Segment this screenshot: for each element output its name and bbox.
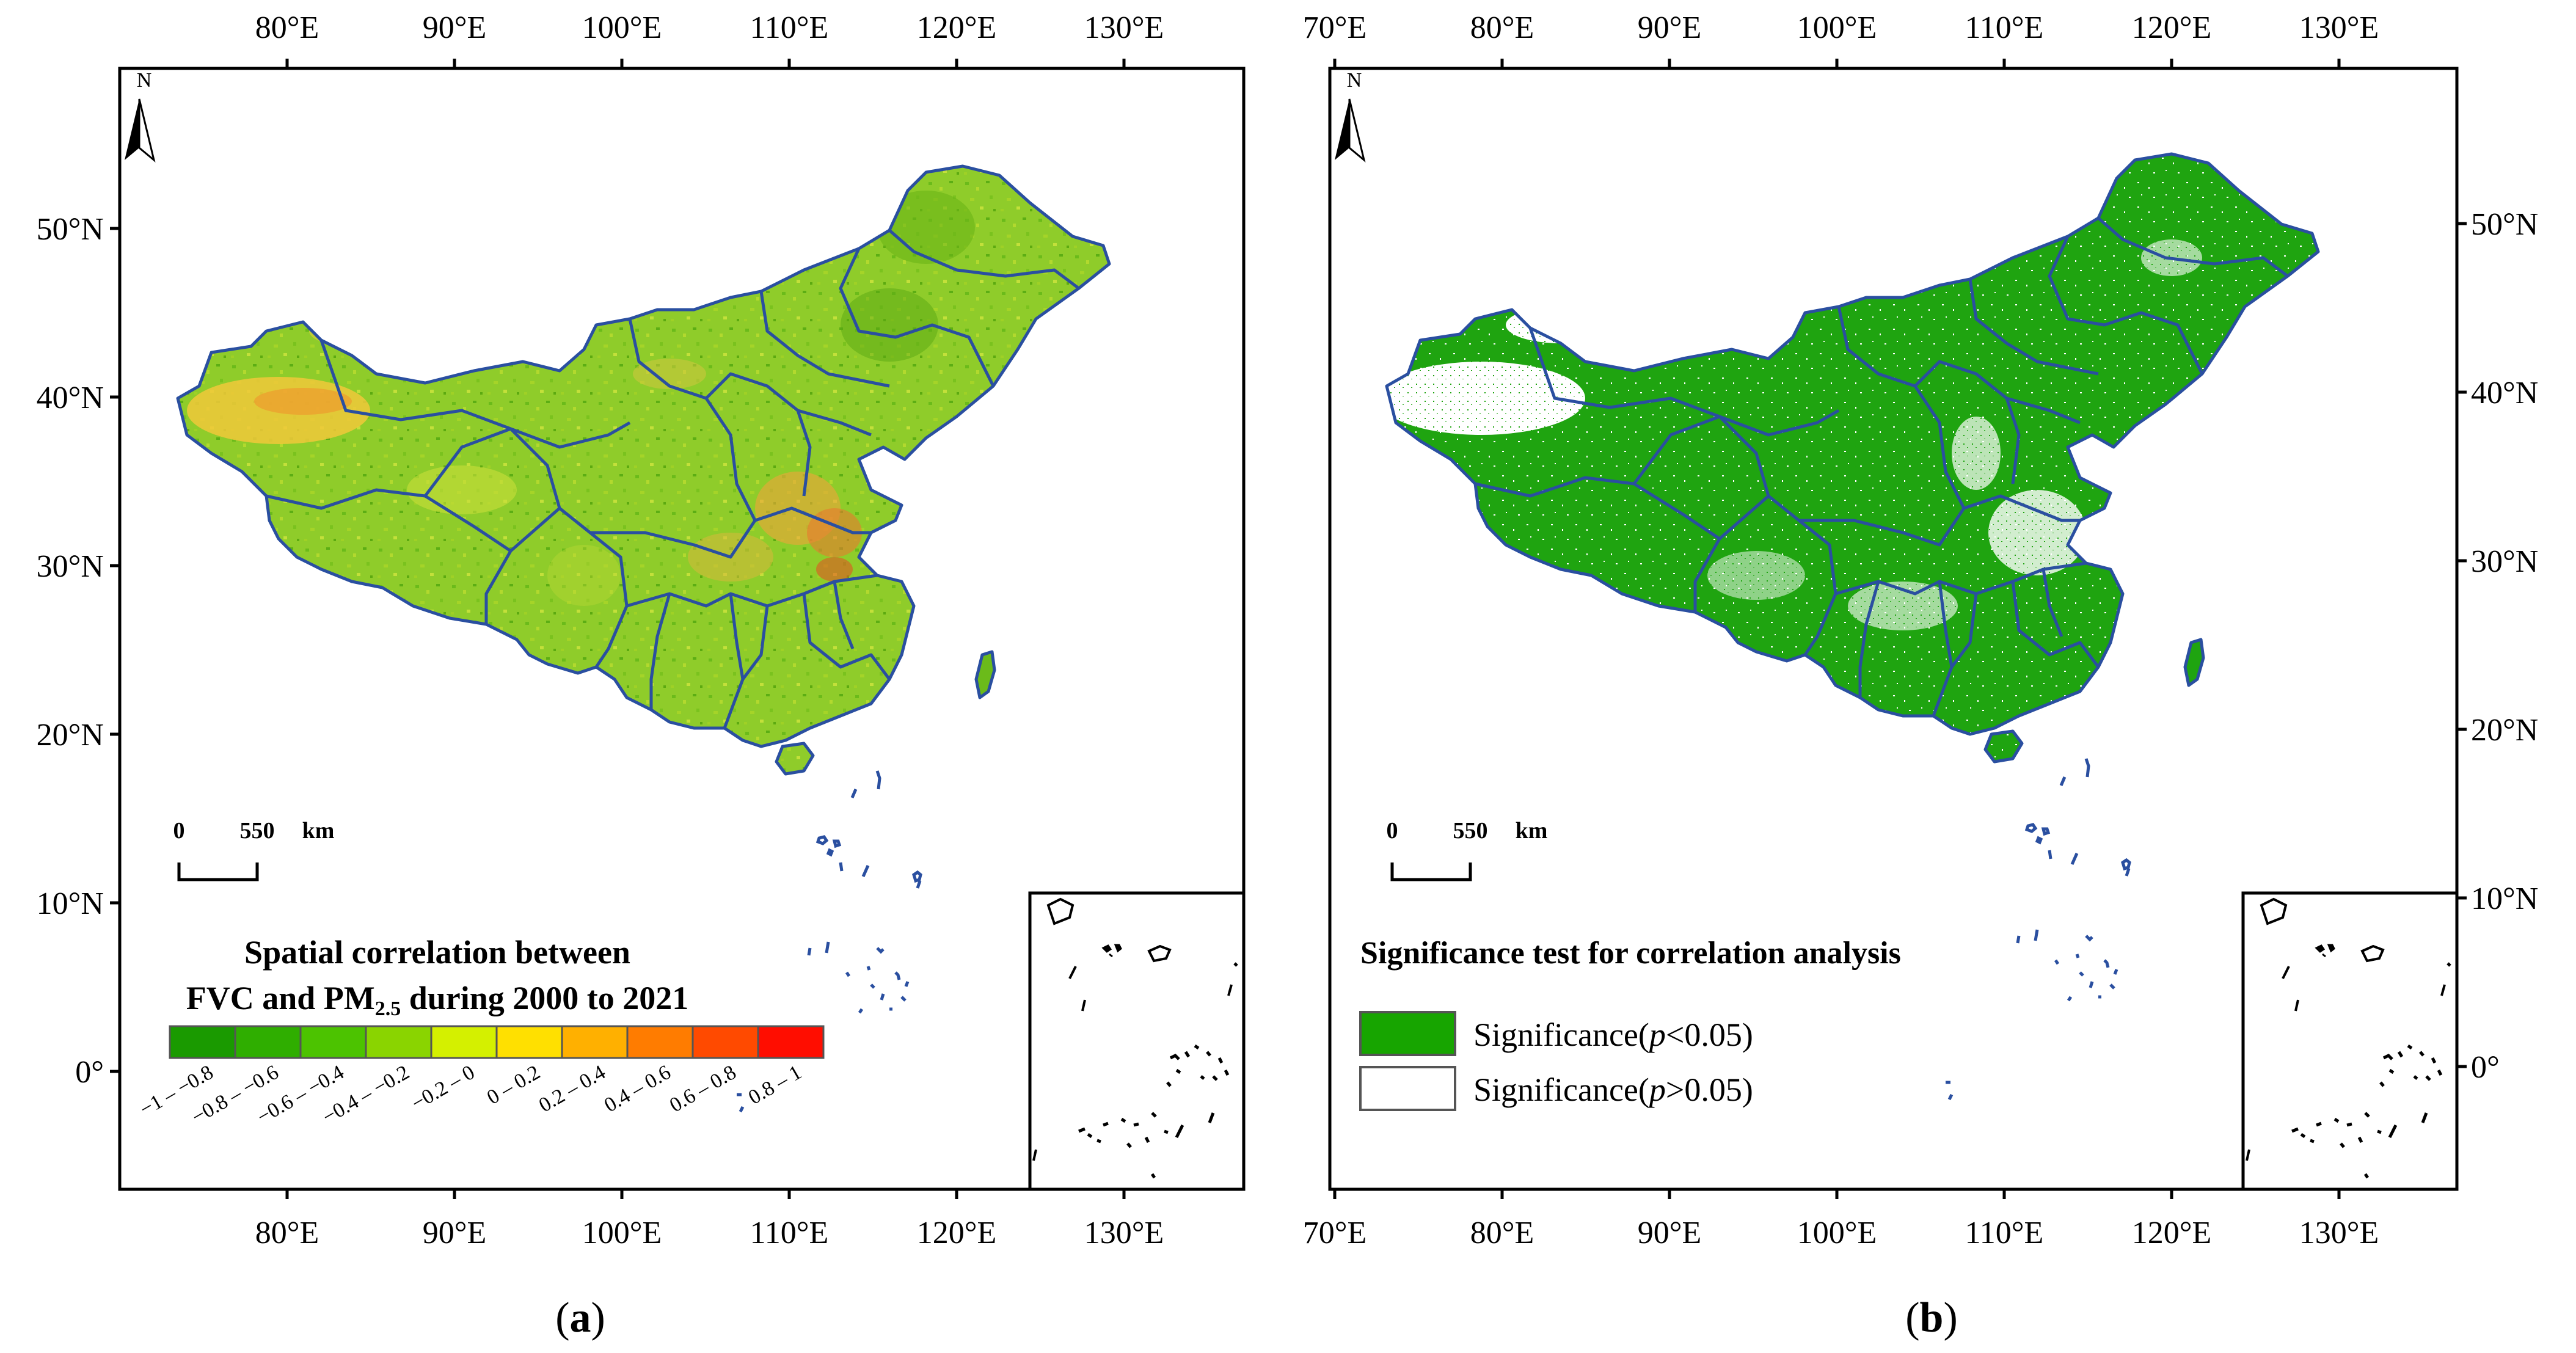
panel-b-legend-label-not-significant: Significance(p>0.05) xyxy=(1473,1071,1753,1108)
panel-a-lat-labels: 50°N 40°N 30°N 20°N 10°N 0° xyxy=(37,212,104,1090)
lon-label: 110°E xyxy=(750,1216,829,1250)
lat-label: 10°N xyxy=(2471,881,2538,916)
lon-label: 80°E xyxy=(255,10,319,45)
legend-swatch xyxy=(430,1025,498,1059)
lon-label: 80°E xyxy=(1470,1216,1534,1250)
lon-label: 90°E xyxy=(1638,1216,1702,1250)
panel-a-legend-title-line2: FVC and PM2.5 during 2000 to 2021 xyxy=(186,980,689,1020)
lon-label: 130°E xyxy=(1084,1216,1164,1250)
legend-swatch xyxy=(561,1025,629,1059)
lon-label: 70°E xyxy=(1303,10,1367,45)
lat-label: 20°N xyxy=(37,718,104,753)
legend-swatch xyxy=(691,1025,759,1059)
panel-a-north-label: N xyxy=(137,69,152,92)
lon-label: 90°E xyxy=(1638,10,1702,45)
lon-label: 100°E xyxy=(1797,10,1877,45)
lat-label: 0° xyxy=(2471,1050,2500,1085)
lon-label: 90°E xyxy=(423,1216,487,1250)
lon-label: 120°E xyxy=(2132,1216,2212,1250)
lon-label: 100°E xyxy=(1797,1216,1877,1250)
lat-label: 50°N xyxy=(2471,207,2538,242)
panel-b-inset xyxy=(2241,891,2459,1191)
panel-a-china-map xyxy=(178,166,1109,774)
panel-a-inset xyxy=(1028,891,1246,1191)
panel-b-north-label: N xyxy=(1347,69,1362,92)
panel-b-scale-value: 550 xyxy=(1453,818,1488,844)
lon-label: 80°E xyxy=(1470,10,1534,45)
panel-a-caption: (a) xyxy=(555,1294,605,1341)
panel-a: N 0 550 km Spatial correlation between F… xyxy=(37,10,1246,1341)
panel-b: N 0 550 km Significance test for correla… xyxy=(1303,10,2539,1341)
panel-b-legend-title: Significance test for correlation analys… xyxy=(1360,936,1901,971)
panel-a-scale-unit: km xyxy=(302,818,335,844)
panel-b-caption: (b) xyxy=(1905,1294,1958,1341)
panel-a-top-lon-labels: 80°E 90°E 100°E 110°E 120°E 130°E xyxy=(255,10,1164,45)
lon-label: 130°E xyxy=(1084,10,1164,45)
panel-b-scale-bar: 0 550 km xyxy=(1387,818,1548,881)
lon-label: 110°E xyxy=(750,10,829,45)
lat-label: 40°N xyxy=(37,381,104,415)
lat-label: 30°N xyxy=(2471,544,2538,579)
lon-label: 100°E xyxy=(582,1216,662,1250)
lon-label: 70°E xyxy=(1303,1216,1367,1250)
lat-label: 20°N xyxy=(2471,713,2538,748)
lon-label: 130°E xyxy=(2299,1216,2379,1250)
lat-label: 30°N xyxy=(37,549,104,584)
panel-b-legend-swatch-not-significant xyxy=(1359,1066,1456,1111)
panel-b-scale-zero: 0 xyxy=(1387,818,1398,844)
lat-label: 50°N xyxy=(37,212,104,247)
panel-a-legend-title-line1: Spatial correlation between xyxy=(244,934,630,971)
panel-a-ticks xyxy=(110,59,1126,1199)
lon-label: 120°E xyxy=(917,10,997,45)
lat-label: 0° xyxy=(75,1055,104,1090)
lon-label: 80°E xyxy=(255,1216,319,1250)
legend-swatch xyxy=(365,1025,432,1059)
legend-swatch xyxy=(169,1025,236,1059)
lon-label: 110°E xyxy=(1965,1216,2044,1250)
panel-a-scale-zero: 0 xyxy=(173,818,185,844)
lon-label: 100°E xyxy=(582,10,662,45)
lon-label: 130°E xyxy=(2299,10,2379,45)
lat-label: 40°N xyxy=(2471,376,2538,410)
panel-b-lat-labels: 50°N 40°N 30°N 20°N 10°N 0° xyxy=(2471,207,2538,1085)
legend-swatch xyxy=(234,1025,302,1059)
panel-b-ticks xyxy=(1333,59,2467,1199)
legend-swatch xyxy=(299,1025,367,1059)
panel-b-top-lon-labels: 70°E 80°E 90°E 100°E 110°E 120°E 130°E xyxy=(1303,10,2379,45)
panel-a-north-arrow: N xyxy=(125,69,156,163)
panel-b-legend-swatch-significant xyxy=(1359,1011,1456,1056)
panel-a-scale-value: 550 xyxy=(240,818,275,844)
legend-swatch xyxy=(495,1025,563,1059)
panel-a-scale-bar: 0 550 km xyxy=(173,818,335,881)
panel-b-legend: Significance test for correlation analys… xyxy=(1359,936,1901,1111)
legend-swatch xyxy=(757,1025,825,1059)
panel-b-bottom-lon-labels: 70°E 80°E 90°E 100°E 110°E 120°E 130°E xyxy=(1303,1216,2379,1250)
lon-label: 120°E xyxy=(2132,10,2212,45)
lon-label: 90°E xyxy=(423,10,487,45)
panel-a-bottom-lon-labels: 80°E 90°E 100°E 110°E 120°E 130°E xyxy=(255,1216,1164,1250)
lon-label: 110°E xyxy=(1965,10,2044,45)
lon-label: 120°E xyxy=(917,1216,997,1250)
legend-swatch xyxy=(626,1025,694,1059)
lat-label: 10°N xyxy=(37,886,104,921)
panel-b-legend-label-significant: Significance(p<0.05) xyxy=(1473,1016,1753,1053)
panel-b-north-arrow: N xyxy=(1335,69,1366,163)
panel-b-scale-unit: km xyxy=(1516,818,1548,844)
